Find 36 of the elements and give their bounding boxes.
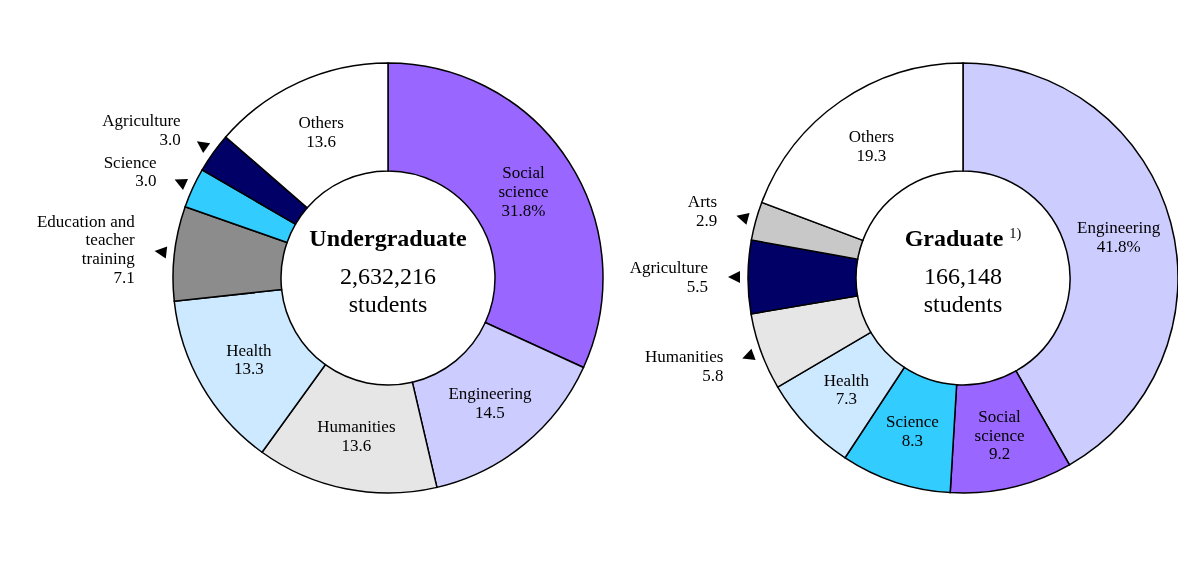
slice-label: Arts: [687, 191, 718, 211]
data-label: 9.2: [988, 444, 1011, 464]
data-label: 5.5: [686, 277, 708, 297]
slice-label: Engineering: [448, 384, 532, 404]
slice-label: Science: [885, 412, 939, 432]
slice-label: Engineering: [1077, 218, 1161, 238]
data-label: 7.3: [835, 389, 858, 409]
slice-label: Humanities: [645, 347, 724, 367]
slice-label: Others: [848, 127, 894, 147]
slice-label: Social science: [498, 163, 549, 201]
data-label: 3.0: [159, 129, 181, 149]
data-label: 2.9: [695, 210, 718, 230]
data-label: 14.5: [475, 402, 505, 422]
data-label: 3.0: [135, 171, 157, 191]
slice-label: Science: [103, 152, 157, 172]
data-label: 13.6: [341, 436, 372, 456]
data-label: 13.6: [306, 131, 337, 151]
slice-label: Health: [823, 370, 870, 390]
data-label: 31.8%: [501, 200, 546, 220]
data-label: 8.3: [901, 431, 923, 451]
slice-label: Others: [298, 113, 344, 133]
slice-label: Health: [226, 340, 272, 360]
slice-label: Humanities: [317, 417, 396, 437]
data-label: 19.3: [856, 145, 887, 165]
text: 2,632,216 students: [340, 263, 436, 318]
slice-label: Education and teacher training: [36, 211, 136, 269]
text: Undergraduate: [309, 225, 468, 251]
text: 166,148 students: [923, 263, 1003, 318]
slice-label: Social science: [974, 407, 1025, 445]
data-label: 7.1: [113, 267, 135, 287]
slice-label: Agriculture: [629, 258, 708, 278]
slice-label: Agriculture: [102, 111, 181, 131]
data-label: 13.3: [233, 359, 264, 379]
data-label: 5.8: [702, 365, 724, 385]
text: Graduate $^{1)}$: [904, 225, 1022, 251]
data-label: 41.8%: [1096, 237, 1141, 257]
